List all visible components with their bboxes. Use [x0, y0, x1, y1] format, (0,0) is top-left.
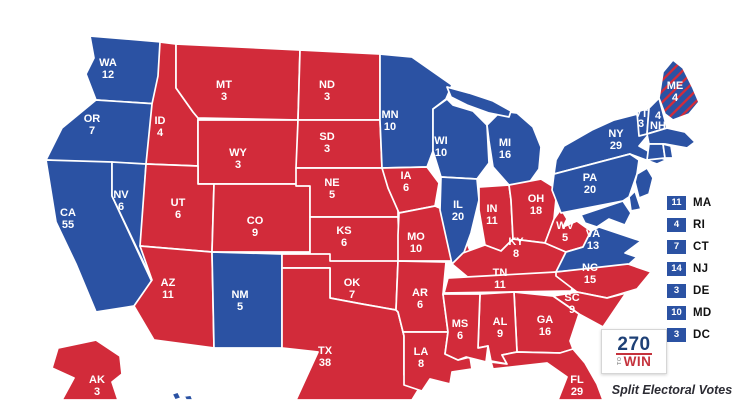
state-ne[interactable] [295, 167, 399, 218]
legend-item-ri: 4 RI [667, 218, 712, 232]
state-nj[interactable] [634, 167, 654, 199]
state-or[interactable] [45, 99, 159, 167]
legend-item-de: 3 DE [667, 284, 712, 298]
state-il[interactable] [439, 176, 480, 265]
legend-state-abbr: RI [693, 219, 706, 231]
state-mt[interactable] [175, 43, 301, 121]
legend-state-abbr: MA [693, 197, 712, 209]
legend-ev-badge: 7 [667, 240, 686, 254]
state-sd[interactable] [295, 119, 383, 169]
legend-state-abbr: DE [693, 285, 710, 297]
state-nd[interactable] [297, 49, 381, 121]
270towin-logo[interactable]: 270 TO WIN [601, 329, 667, 374]
legend-item-ct: 7 CT [667, 240, 712, 254]
legend-state-abbr: DC [693, 329, 711, 341]
state-ak[interactable] [51, 339, 123, 400]
legend-state-abbr: CT [693, 241, 709, 253]
legend-ev-badge: 11 [667, 196, 686, 210]
state-wy[interactable] [197, 119, 299, 185]
state-ms[interactable] [442, 293, 489, 363]
logo-towin-row: TO WIN [616, 353, 652, 369]
split-electoral-votes-label: Split Electoral Votes [611, 383, 733, 397]
state-co[interactable] [211, 183, 311, 253]
state-mi[interactable] [486, 110, 542, 186]
state-me[interactable] [658, 59, 700, 121]
logo-270-text: 270 [616, 333, 652, 355]
state-fl[interactable] [490, 348, 604, 400]
state-ct[interactable] [646, 143, 666, 161]
state-in[interactable] [478, 184, 514, 252]
legend-ev-badge: 4 [667, 218, 686, 232]
state-hi[interactable] [171, 391, 182, 400]
legend-item-nj: 14 NJ [667, 262, 712, 276]
legend-ev-badge: 3 [667, 284, 686, 298]
state-ar[interactable] [395, 260, 449, 333]
state-hi[interactable] [183, 394, 194, 400]
legend-ev-badge: 14 [667, 262, 686, 276]
legend-item-ma: 11 MA [667, 196, 712, 210]
state-az[interactable] [133, 245, 215, 349]
legend-state-abbr: NJ [693, 263, 709, 275]
logo-to-text: TO [616, 355, 623, 365]
state-de[interactable] [628, 190, 642, 212]
state-wa[interactable] [85, 35, 163, 105]
split-legend: 11 MA 4 RI 7 CT 14 NJ 3 DE 10 MD 3 DC [667, 196, 712, 350]
logo-win-text: WIN [623, 353, 652, 369]
state-md[interactable] [580, 200, 632, 228]
legend-item-md: 10 MD [667, 306, 712, 320]
state-mi[interactable] [446, 86, 512, 118]
state-ri[interactable] [662, 143, 674, 159]
legend-state-abbr: MD [693, 307, 712, 319]
state-nm[interactable] [211, 251, 283, 349]
state-wi[interactable] [432, 98, 490, 180]
legend-item-dc: 3 DC [667, 328, 712, 342]
legend-ev-badge: 10 [667, 306, 686, 320]
legend-ev-badge: 3 [667, 328, 686, 342]
